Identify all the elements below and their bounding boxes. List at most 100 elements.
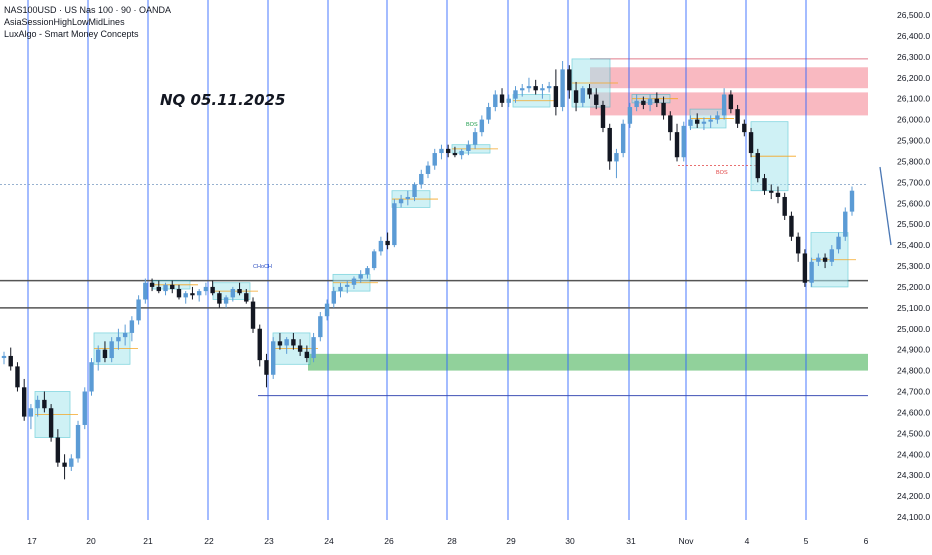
candle-body: [728, 94, 734, 110]
time-tick-label: 28: [447, 536, 457, 546]
candle-body: [479, 119, 485, 133]
candle-body: [324, 303, 330, 317]
candle-body: [674, 132, 680, 158]
candle-body: [688, 119, 693, 126]
candle-body: [553, 86, 559, 108]
candle-body: [708, 119, 713, 122]
candle-body: [371, 251, 377, 269]
projection-line: [879, 166, 892, 246]
price-axis[interactable]: 24,100.0 24,200.0 24,300.0 24,400.0 24,500.0…: [897, 10, 930, 522]
price-tick-label: 26,000.0: [897, 115, 930, 125]
time-tick-label: 20: [86, 536, 96, 546]
price-tick-label: 26,400.0: [897, 31, 930, 41]
time-tick-label: 31: [626, 536, 636, 546]
candle-body: [15, 366, 20, 388]
price-tick-label: 25,200.0: [897, 282, 930, 292]
candle-body: [520, 88, 525, 91]
candle-body: [398, 199, 404, 204]
candle-body: [183, 293, 188, 298]
candle-body: [170, 284, 175, 290]
time-tick-label: 22: [204, 536, 214, 546]
supply-zone: [590, 67, 868, 89]
candle-body: [291, 339, 296, 346]
candle-body: [62, 462, 67, 467]
candle-body: [42, 399, 47, 409]
candle-body: [116, 337, 121, 342]
candle-body: [210, 286, 215, 294]
candle-body: [338, 286, 343, 292]
candle-body: [203, 286, 209, 292]
time-tick-label: 29: [506, 536, 516, 546]
candle-body: [69, 458, 74, 467]
candle-body: [122, 332, 128, 338]
candle-body: [654, 98, 660, 103]
candle-body: [459, 150, 464, 156]
candle-body: [715, 115, 720, 120]
candle-body: [701, 121, 707, 124]
candle-body: [163, 284, 168, 292]
candle-body: [311, 337, 316, 359]
candle-body: [486, 107, 491, 120]
candle-body: [1, 355, 7, 359]
price-tick-label: 24,400.0: [897, 449, 930, 459]
candle-body: [775, 192, 781, 197]
price-tick-label: 24,300.0: [897, 470, 930, 480]
time-tick-label: 30: [565, 536, 575, 546]
time-tick-label: 23: [264, 536, 274, 546]
candle-body: [89, 362, 94, 392]
time-tick-label: 4: [745, 536, 750, 546]
price-tick-label: 25,100.0: [897, 303, 930, 313]
candle-body: [506, 98, 511, 103]
candle-body: [432, 153, 437, 166]
price-tick-label: 25,500.0: [897, 219, 930, 229]
candle-body: [156, 286, 161, 292]
price-tick-label: 24,200.0: [897, 491, 930, 501]
indicator-smc[interactable]: LuxAlgo - Smart Money Concepts: [4, 29, 139, 39]
price-tick-label: 25,900.0: [897, 136, 930, 146]
candle-body: [472, 132, 478, 145]
candle-body: [345, 284, 350, 287]
candle-body: [271, 341, 276, 375]
candle-body: [55, 437, 61, 463]
annotations-layer: NQ 05.11.2025 BOS BOS CHoCH: [160, 91, 892, 270]
price-tick-label: 24,700.0: [897, 387, 930, 397]
candle-body: [493, 94, 498, 108]
symbol-title[interactable]: NAS100USD · US Nas 100 · 90 · OANDA: [4, 5, 172, 15]
time-tick-label: 5: [804, 536, 809, 546]
price-tick-label: 24,100.0: [897, 512, 930, 522]
candle-body: [762, 178, 767, 191]
indicator-asia-session[interactable]: AsiaSessionHighLowMidLines: [4, 17, 125, 27]
candle-body: [136, 299, 141, 321]
candle-body: [809, 261, 814, 283]
choch-label: CHoCH: [253, 264, 272, 270]
bos-label: BOS: [716, 170, 728, 176]
time-tick-label: Nov: [678, 536, 694, 546]
candle-body: [196, 291, 202, 296]
candle-body: [143, 282, 148, 300]
candle-body: [28, 408, 34, 417]
candle-body: [573, 90, 579, 103]
candle-body: [425, 165, 431, 174]
candle-body: [802, 253, 808, 283]
candle-body: [412, 184, 417, 197]
price-tick-label: 26,200.0: [897, 73, 930, 83]
candle-body: [816, 257, 821, 262]
candle-body: [8, 355, 13, 367]
candle-body: [735, 109, 740, 124]
candle-body: [331, 291, 336, 304]
price-tick-label: 25,000.0: [897, 324, 930, 334]
price-tick-label: 25,700.0: [897, 177, 930, 187]
candle-body: [580, 88, 585, 103]
time-axis[interactable]: 17 20 21 22 23 24 26 28 29 30 31 Nov 4 5 6: [27, 536, 868, 546]
candle-body: [795, 236, 801, 254]
candle-body: [223, 297, 229, 304]
candle-body: [742, 123, 747, 133]
price-tick-label: 26,100.0: [897, 94, 930, 104]
candle-body: [567, 69, 572, 91]
price-tick-label: 25,400.0: [897, 240, 930, 250]
candle-body: [217, 293, 222, 304]
session-lines-layer: [27, 0, 807, 520]
candle-body: [109, 341, 114, 359]
